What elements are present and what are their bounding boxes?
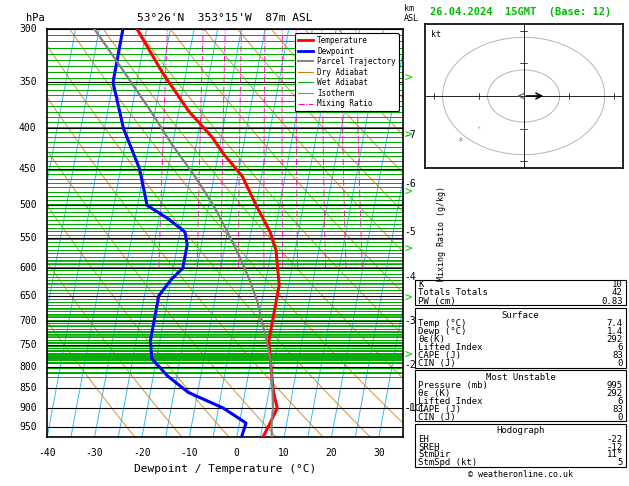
Text: Temp (°C): Temp (°C)	[418, 319, 467, 329]
Text: Dewp (°C): Dewp (°C)	[418, 327, 467, 336]
Text: 10: 10	[612, 279, 623, 289]
Text: 292: 292	[606, 335, 623, 344]
Text: *: *	[458, 137, 464, 147]
Text: 0: 0	[617, 413, 623, 422]
Text: kt: kt	[430, 30, 440, 39]
Text: 83: 83	[612, 405, 623, 414]
Text: 2: 2	[201, 24, 205, 29]
Text: -12: -12	[606, 443, 623, 451]
Text: -5: -5	[404, 227, 416, 237]
Text: -4: -4	[404, 272, 416, 282]
Text: -3: -3	[404, 316, 416, 327]
Text: 6: 6	[617, 397, 623, 406]
Text: -30: -30	[86, 448, 103, 458]
Text: CIN (J): CIN (J)	[418, 359, 456, 368]
Text: 1: 1	[165, 24, 169, 29]
Text: Lifted Index: Lifted Index	[418, 343, 483, 352]
Text: 83: 83	[612, 351, 623, 360]
Text: 42: 42	[612, 288, 623, 297]
Text: PW (cm): PW (cm)	[418, 296, 456, 306]
Text: -10: -10	[181, 448, 198, 458]
Text: 800: 800	[19, 363, 36, 372]
Text: StmDir: StmDir	[418, 451, 450, 459]
Text: Dewpoint / Temperature (°C): Dewpoint / Temperature (°C)	[134, 464, 316, 474]
Text: 26.04.2024  15GMT  (Base: 12): 26.04.2024 15GMT (Base: 12)	[430, 7, 611, 17]
Text: -2: -2	[404, 360, 416, 370]
Text: -22: -22	[606, 435, 623, 444]
Text: 950: 950	[19, 422, 36, 432]
Text: -40: -40	[38, 448, 56, 458]
Text: -20: -20	[133, 448, 151, 458]
Text: 0.83: 0.83	[601, 296, 623, 306]
Text: -1: -1	[404, 403, 416, 413]
Text: 20: 20	[326, 448, 337, 458]
Text: SREH: SREH	[418, 443, 440, 451]
Text: 350: 350	[19, 77, 36, 87]
Text: 0: 0	[617, 359, 623, 368]
Text: >: >	[404, 129, 412, 142]
Text: 0: 0	[234, 448, 240, 458]
Text: 20: 20	[337, 24, 345, 29]
Text: Lifted Index: Lifted Index	[418, 397, 483, 406]
Text: -7: -7	[404, 130, 416, 140]
Text: CAPE (J): CAPE (J)	[418, 405, 461, 414]
Text: CAPE (J): CAPE (J)	[418, 351, 461, 360]
Text: >: >	[404, 349, 412, 362]
Text: >: >	[404, 243, 412, 256]
Text: 25: 25	[352, 24, 360, 29]
Text: >: >	[404, 186, 412, 199]
Text: hPa: hPa	[26, 13, 45, 23]
Text: θε (K): θε (K)	[418, 389, 450, 398]
Text: 15: 15	[318, 24, 326, 29]
Text: 700: 700	[19, 316, 36, 327]
Text: 10: 10	[278, 448, 290, 458]
Text: 292: 292	[606, 389, 623, 398]
Text: 7.4: 7.4	[606, 319, 623, 329]
Text: 4: 4	[240, 24, 243, 29]
Text: Surface: Surface	[502, 311, 539, 320]
Text: 53°26'N  353°15'W  87m ASL: 53°26'N 353°15'W 87m ASL	[137, 13, 313, 23]
Text: 30: 30	[373, 448, 385, 458]
Text: -6: -6	[404, 179, 416, 189]
Text: 550: 550	[19, 233, 36, 243]
Text: 6: 6	[617, 343, 623, 352]
Text: CIN (J): CIN (J)	[418, 413, 456, 422]
Text: Hodograph: Hodograph	[496, 426, 545, 435]
Text: θε(K): θε(K)	[418, 335, 445, 344]
Text: 995: 995	[606, 382, 623, 390]
Text: >: >	[404, 71, 412, 85]
Text: Pressure (mb): Pressure (mb)	[418, 382, 488, 390]
Text: 1.4: 1.4	[606, 327, 623, 336]
Text: 750: 750	[19, 340, 36, 350]
Text: StmSpd (kt): StmSpd (kt)	[418, 458, 477, 467]
Text: *: *	[477, 125, 481, 132]
Text: © weatheronline.co.uk: © weatheronline.co.uk	[468, 470, 573, 479]
Text: 5: 5	[617, 458, 623, 467]
Text: Totals Totals: Totals Totals	[418, 288, 488, 297]
Legend: Temperature, Dewpoint, Parcel Trajectory, Dry Adiabat, Wet Adiabat, Isotherm, Mi: Temperature, Dewpoint, Parcel Trajectory…	[295, 33, 399, 111]
Text: -LCL: -LCL	[404, 404, 426, 413]
Text: EH: EH	[418, 435, 429, 444]
Text: 11°: 11°	[606, 451, 623, 459]
Text: 10: 10	[292, 24, 300, 29]
Text: 3: 3	[223, 24, 227, 29]
Text: Mixing Ratio (g/kg): Mixing Ratio (g/kg)	[437, 186, 446, 281]
Text: 600: 600	[19, 263, 36, 273]
Text: 400: 400	[19, 123, 36, 133]
Text: 300: 300	[19, 24, 36, 34]
Text: >: >	[404, 292, 412, 305]
Text: 650: 650	[19, 291, 36, 301]
Text: 450: 450	[19, 164, 36, 174]
Text: Most Unstable: Most Unstable	[486, 373, 555, 382]
Text: K: K	[418, 279, 424, 289]
Text: 850: 850	[19, 383, 36, 393]
Text: 8: 8	[281, 24, 284, 29]
Text: 500: 500	[19, 200, 36, 210]
Text: km
ASL: km ASL	[404, 3, 420, 23]
Text: 6: 6	[263, 24, 267, 29]
Text: 900: 900	[19, 403, 36, 413]
